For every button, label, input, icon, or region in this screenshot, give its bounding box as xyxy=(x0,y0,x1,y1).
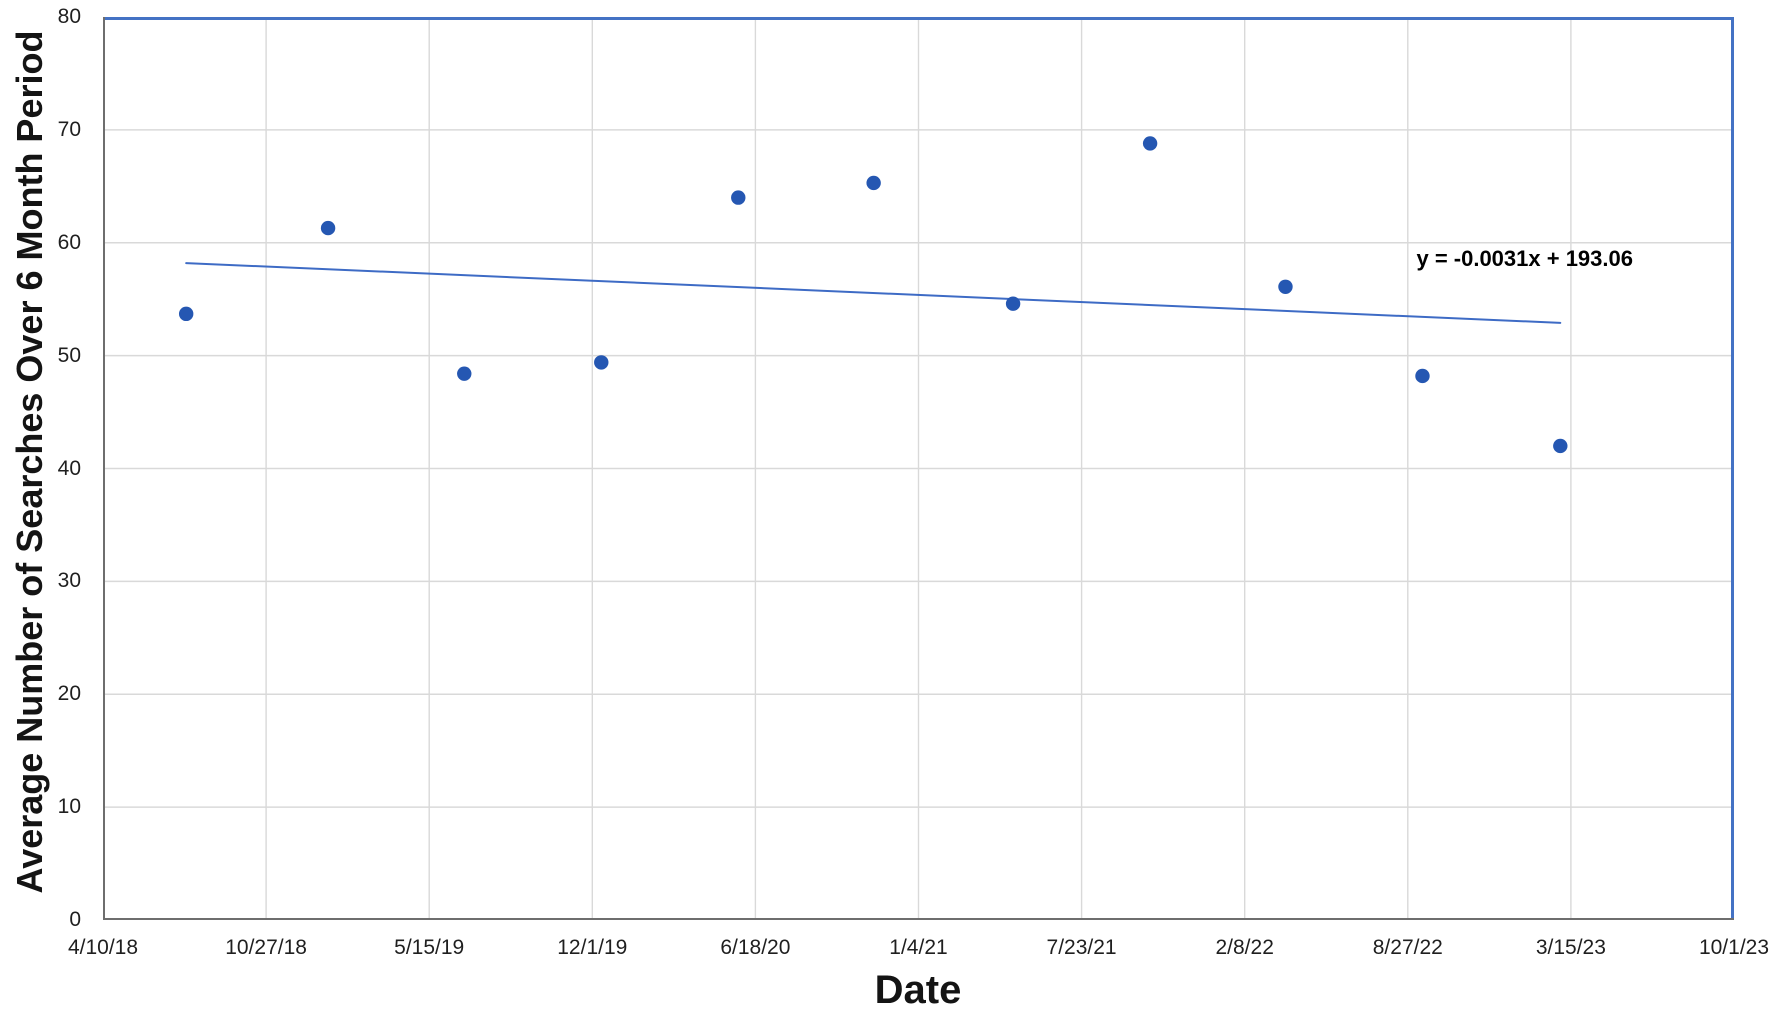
y-tick-label: 40 xyxy=(57,456,81,480)
x-tick-label: 4/10/18 xyxy=(67,936,139,959)
x-axis-title: Date xyxy=(874,968,962,1012)
data-point xyxy=(178,306,194,322)
x-tick-label: 6/18/20 xyxy=(720,936,791,959)
data-point xyxy=(1005,296,1021,311)
x-tick-label: 10/27/18 xyxy=(225,936,307,959)
y-tick-label: 0 xyxy=(69,908,81,931)
data-point xyxy=(320,220,336,236)
y-tick-label: 70 xyxy=(57,117,81,141)
y-tick-label: 60 xyxy=(57,230,81,254)
plot-area xyxy=(103,17,1734,920)
x-tick-label: 5/15/19 xyxy=(394,936,465,959)
data-point xyxy=(866,175,881,191)
data-point xyxy=(731,190,746,205)
x-tick-label: 2/8/22 xyxy=(1215,936,1274,959)
data-point xyxy=(1278,279,1293,294)
x-tick-label: 8/27/22 xyxy=(1372,936,1443,959)
y-tick-label: 50 xyxy=(57,343,81,367)
plot-canvas xyxy=(103,17,1734,920)
data-point xyxy=(594,355,609,370)
data-point xyxy=(1142,136,1158,151)
x-tick-label: 10/1/23 xyxy=(1698,936,1770,959)
x-tick-label: 7/23/21 xyxy=(1046,936,1117,959)
data-point xyxy=(1415,368,1430,384)
y-tick-label: 30 xyxy=(57,569,81,593)
x-tick-label: 1/4/21 xyxy=(889,936,948,959)
data-point xyxy=(1553,438,1568,454)
x-tick-label: 12/1/19 xyxy=(557,936,628,959)
y-tick-label: 10 xyxy=(57,795,81,819)
y-tick-label: 80 xyxy=(57,5,81,28)
data-point xyxy=(457,366,472,381)
y-tick-label: 20 xyxy=(57,682,81,706)
trendline-equation: y = -0.0031x + 193.06 xyxy=(1416,246,1633,271)
x-tick-label: 3/15/23 xyxy=(1535,936,1606,959)
trendline xyxy=(185,262,1562,324)
